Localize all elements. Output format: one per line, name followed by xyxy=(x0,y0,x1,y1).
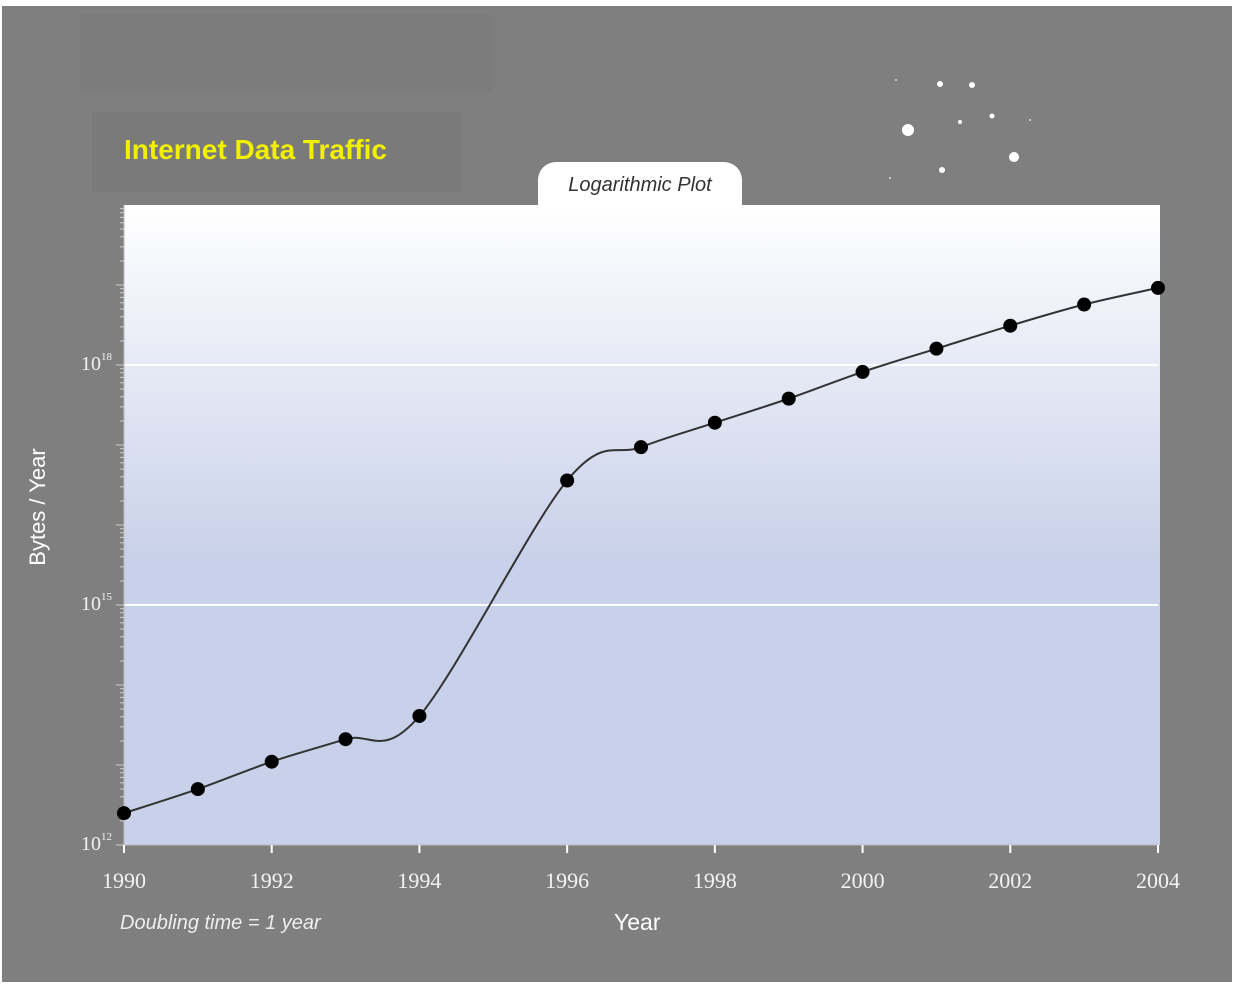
star-icon xyxy=(969,82,975,88)
y-axis-label: Bytes / Year xyxy=(25,448,50,566)
star-icon xyxy=(939,167,945,173)
x-tick-label: 1992 xyxy=(250,868,294,893)
x-tick-label: 1994 xyxy=(397,868,441,893)
data-point xyxy=(634,440,648,455)
y-tick-label: 1015 xyxy=(81,591,113,615)
data-point xyxy=(929,341,944,356)
doubling-time-note: Doubling time = 1 year xyxy=(120,912,321,934)
data-point xyxy=(560,473,575,488)
plot-area xyxy=(124,205,1160,845)
grid-lines xyxy=(124,364,1158,606)
data-markers xyxy=(117,280,1165,821)
stars-decoration xyxy=(889,79,1031,179)
y-axis: 1012 1015 1018 xyxy=(81,205,125,855)
star-icon xyxy=(889,177,891,179)
data-point xyxy=(117,806,131,821)
data-point xyxy=(1077,297,1092,312)
star-icon xyxy=(1029,119,1031,121)
top-panel xyxy=(80,14,492,92)
data-point xyxy=(338,732,353,747)
x-tick-label: 2000 xyxy=(841,868,885,893)
data-point xyxy=(264,754,279,769)
star-icon xyxy=(895,79,897,81)
y-tick-label: 1012 xyxy=(81,831,112,855)
title-panel xyxy=(92,112,462,192)
x-axis: 1990 1992 1994 1996 1998 2000 2002 2004 xyxy=(102,844,1180,893)
star-icon xyxy=(958,120,962,124)
chart-title: Internet Data Traffic xyxy=(124,134,387,165)
data-point xyxy=(412,708,427,723)
chart-subtitle: Logarithmic Plot xyxy=(568,174,712,196)
data-point xyxy=(781,391,796,406)
y-tick-label: 1018 xyxy=(81,351,113,375)
star-icon xyxy=(937,81,943,87)
data-point xyxy=(1151,280,1165,295)
data-point xyxy=(707,415,722,430)
x-tick-label: 1996 xyxy=(545,868,589,893)
x-tick-label: 2002 xyxy=(988,868,1032,893)
data-point xyxy=(1003,318,1018,333)
data-point xyxy=(190,782,205,797)
subtitle-tab xyxy=(538,162,742,212)
data-point xyxy=(855,364,870,379)
star-icon xyxy=(1009,152,1019,162)
star-icon xyxy=(989,113,995,119)
star-icon xyxy=(902,124,914,136)
x-axis-label: Year xyxy=(614,909,661,935)
x-tick-label: 2004 xyxy=(1136,868,1180,893)
x-tick-label: 1990 xyxy=(102,868,146,893)
x-tick-label: 1998 xyxy=(693,868,737,893)
